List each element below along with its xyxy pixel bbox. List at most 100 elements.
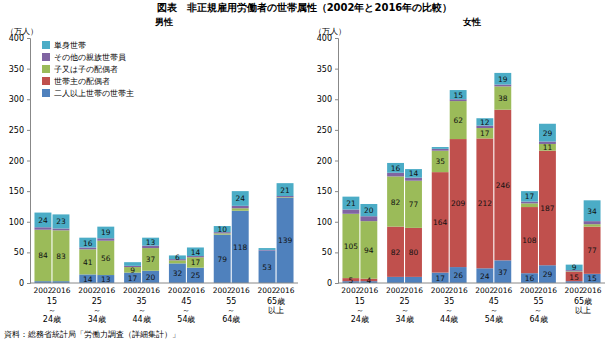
bar-segment <box>387 227 404 277</box>
y-tick: 200 <box>317 157 338 166</box>
data-label: 26 <box>453 271 463 280</box>
bar-segment <box>360 221 377 279</box>
x-group-label: 35 <box>136 297 146 306</box>
legend-swatch <box>42 65 50 73</box>
bar-segment <box>53 230 70 281</box>
bar-segment <box>521 207 538 273</box>
y-tick-mark <box>335 38 338 39</box>
x-group-label: 65歳 <box>267 297 285 306</box>
y-axis-line <box>27 39 31 284</box>
y-tick: 0 <box>327 279 338 288</box>
bar-segment <box>53 228 70 230</box>
y-axis: 050100150200250300350400 <box>317 34 339 288</box>
data-label: 20 <box>364 206 374 215</box>
bar-segment <box>142 271 159 283</box>
bar-segment <box>494 110 511 261</box>
y-tick-mark <box>27 222 30 223</box>
bar-segment <box>259 250 276 251</box>
data-label: 56 <box>101 254 111 263</box>
data-label: 17 <box>435 274 445 283</box>
bar-segment <box>539 265 556 283</box>
x-axis-line <box>30 283 298 284</box>
y-tick-label: 100 <box>317 218 332 227</box>
y-tick-mark <box>27 69 30 70</box>
data-label: 139 <box>278 236 293 245</box>
bar-segment <box>494 73 511 85</box>
data-label: 10 <box>217 225 227 234</box>
data-label: 79 <box>217 255 227 264</box>
x-group-label: 25 <box>92 297 102 306</box>
x-tick-label: 2002 <box>341 286 360 295</box>
x-tick-label: 2016 <box>96 286 115 295</box>
x-group-label: 35 <box>444 297 454 306</box>
data-label: 12 <box>480 118 490 127</box>
x-group-label: 15 <box>47 297 57 306</box>
bar-segment <box>342 210 359 214</box>
bar-segment <box>521 191 538 201</box>
legend: 単身世帯その他の親族世帯員子又は子の配偶者世帯主の配偶者二人以上世帯の世帯主 <box>42 41 134 98</box>
bar-segment <box>259 251 276 283</box>
data-label: 209 <box>451 199 466 208</box>
bar-segment <box>494 86 511 109</box>
bar-segment <box>360 204 377 216</box>
bar-segment <box>277 197 294 198</box>
data-label: 41 <box>83 258 93 267</box>
y-tick: 400 <box>317 34 338 43</box>
y-tick-mark <box>27 99 30 100</box>
y-tick-label: 0 <box>19 279 24 288</box>
legend-swatch <box>42 53 50 61</box>
bar-segment <box>214 235 231 283</box>
bar-segment <box>277 183 294 196</box>
data-label: 35 <box>435 157 445 166</box>
bar-segment <box>539 124 556 142</box>
y-tick-mark <box>27 252 30 253</box>
x-group-label: 54歳 <box>177 315 195 324</box>
x-group-label: 34歳 <box>88 315 106 324</box>
x-group-label: 15 <box>355 297 365 306</box>
panel-title: 女性 <box>462 17 481 27</box>
x-group-label: ～ <box>401 306 409 315</box>
x-tick-label: 2002 <box>520 286 539 295</box>
bars <box>34 183 293 283</box>
x-tick-label: 2016 <box>186 286 205 295</box>
y-tick-mark <box>27 130 30 131</box>
bar-segment <box>476 128 493 138</box>
data-label: 29 <box>543 270 553 279</box>
x-tick-label: 2016 <box>231 286 250 295</box>
x-tick-label: 2016 <box>359 286 378 295</box>
data-label: 164 <box>433 218 448 227</box>
y-tick-mark <box>335 252 338 253</box>
y-tick: 200 <box>9 157 30 166</box>
legend-label: 単身世帯 <box>54 41 86 50</box>
bar-segment <box>187 247 204 256</box>
data-label: 15 <box>569 273 579 282</box>
data-label: 16 <box>83 239 93 248</box>
bar-segment <box>79 274 96 283</box>
bar-segment <box>187 268 204 283</box>
data-label: 77 <box>409 200 419 209</box>
data-label: 82 <box>391 248 401 257</box>
y-tick-mark <box>335 283 338 284</box>
panel-title: 男性 <box>154 17 173 27</box>
y-tick: 250 <box>9 126 30 135</box>
x-group-label: ～ <box>490 306 498 315</box>
bar-segment <box>342 214 359 278</box>
y-tick-label: 350 <box>317 65 332 74</box>
data-label: 9 <box>572 263 577 272</box>
bar-segment <box>232 208 249 210</box>
legend-swatch <box>42 41 50 49</box>
y-tick: 100 <box>9 218 30 227</box>
x-tick-label: 2002 <box>213 286 232 295</box>
x-tick-label: 2016 <box>538 286 557 295</box>
data-label: 83 <box>56 252 66 261</box>
y-tick-mark <box>27 191 30 192</box>
data-label: 9 <box>130 266 135 275</box>
bar-segment <box>584 200 601 221</box>
y-tick-label: 400 <box>317 34 332 43</box>
data-label: 82 <box>391 198 401 207</box>
y-tick-label: 250 <box>317 126 332 135</box>
bar-segment <box>360 216 377 221</box>
bar-segment <box>476 268 493 283</box>
x-tick-label: 2016 <box>493 286 512 295</box>
legend-label: 子又は子の配偶者 <box>54 65 118 74</box>
